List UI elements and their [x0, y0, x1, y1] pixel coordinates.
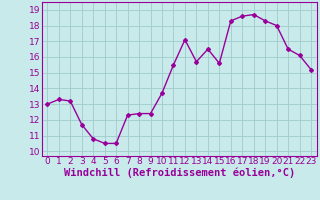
X-axis label: Windchill (Refroidissement éolien,°C): Windchill (Refroidissement éolien,°C) — [64, 168, 295, 178]
